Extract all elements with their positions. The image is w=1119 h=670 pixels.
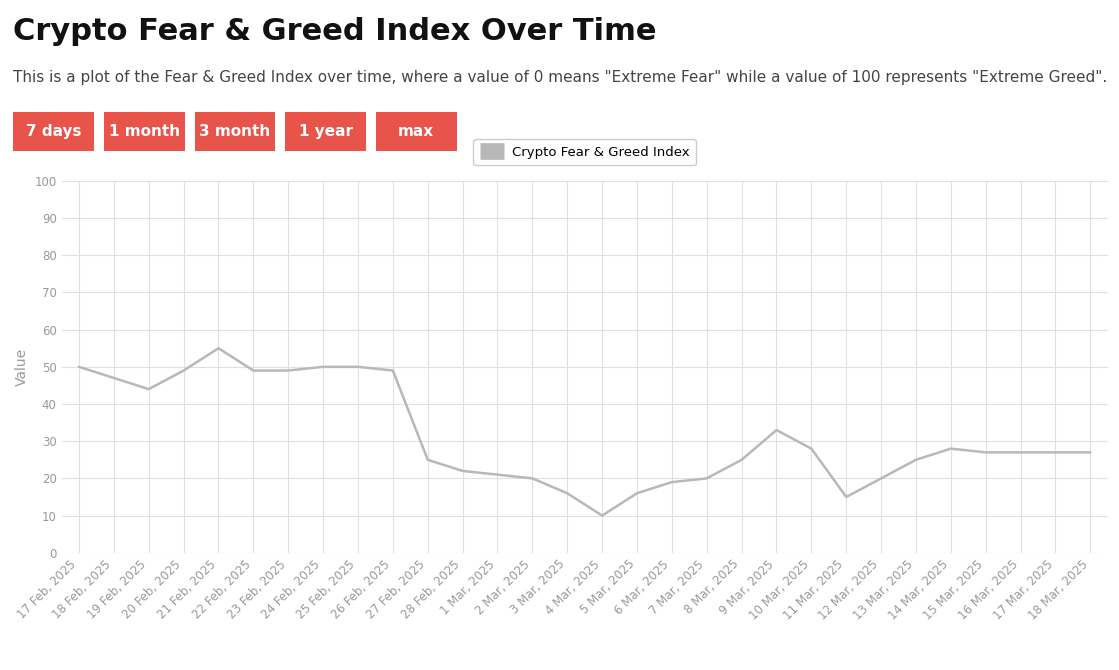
Text: max: max [398, 124, 434, 139]
Text: 1 year: 1 year [299, 124, 352, 139]
Text: 7 days: 7 days [26, 124, 82, 139]
Legend: Crypto Fear & Greed Index: Crypto Fear & Greed Index [473, 139, 696, 165]
Text: Crypto Fear & Greed Index Over Time: Crypto Fear & Greed Index Over Time [13, 17, 657, 46]
Text: 3 month: 3 month [199, 124, 271, 139]
Text: This is a plot of the Fear & Greed Index over time, where a value of 0 means "Ex: This is a plot of the Fear & Greed Index… [13, 70, 1108, 85]
Text: 1 month: 1 month [109, 124, 180, 139]
Y-axis label: Value: Value [15, 348, 29, 386]
